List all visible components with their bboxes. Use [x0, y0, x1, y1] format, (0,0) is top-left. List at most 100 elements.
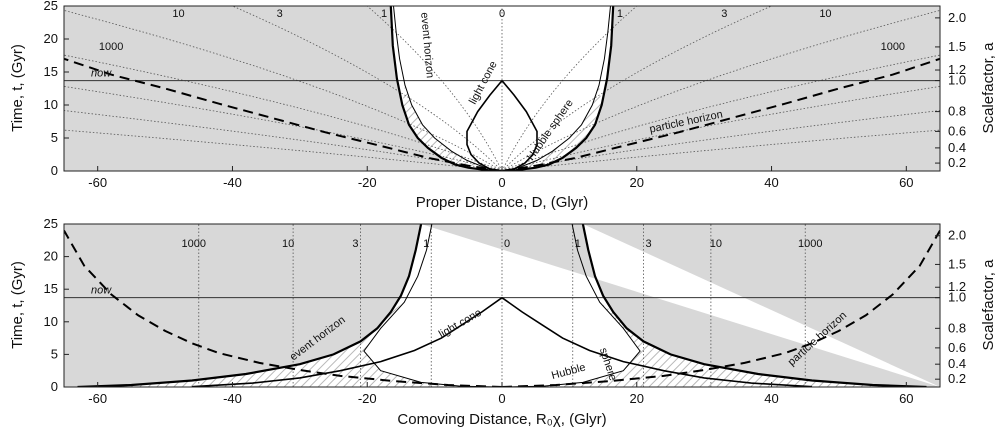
y2-tick-label: 1.0 [948, 73, 966, 88]
event-horizon-interior [390, 6, 614, 171]
plot-area [64, 224, 940, 387]
y2-tick-label: 2.0 [948, 228, 966, 243]
x-tick-label: 0 [498, 391, 505, 406]
y2-tick-label: 0.8 [948, 104, 966, 119]
y-tick-label: 5 [51, 346, 58, 361]
worldline-label: 3 [721, 8, 727, 20]
x-axis-title-proper: Proper Distance, D, (Glyr) [416, 194, 589, 211]
worldline-label: 3 [645, 238, 651, 250]
x-tick-label: 60 [899, 175, 913, 190]
y2-tick-label: 0.6 [948, 123, 966, 138]
y2-tick-label: 0.6 [948, 340, 966, 355]
y2-tick-label: 0.2 [948, 371, 966, 386]
worldline-label: 0 [499, 8, 505, 20]
x-tick-label: -60 [88, 391, 107, 406]
particle-horizon-curve [64, 230, 503, 387]
x-tick-label: 40 [764, 175, 778, 190]
worldline-label: 10 [172, 8, 184, 20]
y2-tick-label: 0.4 [948, 140, 966, 155]
event-horizon-curve [389, 6, 503, 171]
worldline [64, 10, 503, 171]
worldline-label: 1000 [182, 238, 206, 250]
event-horizon-curve [581, 224, 927, 387]
y-tick-label: 5 [51, 130, 58, 145]
now-label: now [91, 285, 112, 297]
y-axis-title-top: Time, t, (Gyr) [9, 44, 26, 132]
y-axis-title-bottom: Time, t, (Gyr) [9, 261, 26, 349]
worldline [366, 6, 503, 171]
x-tick-label: 60 [899, 391, 913, 406]
plot-area [64, 6, 940, 171]
y-tick-label: 0 [51, 163, 58, 178]
worldline-label: 1000 [99, 41, 123, 53]
light-cone-curve [466, 80, 503, 171]
light-cone-curve [501, 297, 813, 387]
x-tick-label: -40 [223, 175, 242, 190]
worldline-label: 3 [277, 8, 283, 20]
event-horizon-curve [501, 6, 615, 171]
y-tick-label: 20 [44, 31, 58, 46]
event-horizon-label: event horizon [418, 12, 436, 79]
worldline-label: 3 [352, 238, 358, 250]
hatched-region-left [77, 302, 502, 387]
worldline-label: 10 [282, 238, 294, 250]
x-tick-label: -20 [358, 391, 377, 406]
particle-horizon-curve [501, 230, 940, 387]
x-tick-label: 40 [764, 391, 778, 406]
y-tick-label: 15 [44, 281, 58, 296]
y2-axis-title-top: Scalefactor, a [980, 42, 997, 134]
worldline [64, 54, 503, 171]
y2-tick-label: 0.8 [948, 320, 966, 335]
y2-tick-label: 1.0 [948, 290, 966, 305]
y2-tick-label: 0.4 [948, 356, 966, 371]
y-tick-label: 10 [44, 97, 58, 112]
y2-tick-label: 0.2 [948, 155, 966, 170]
x-tick-label: 20 [630, 175, 644, 190]
Hubble-sphere-curve [501, 6, 611, 171]
worldline [501, 54, 940, 171]
worldline-label: 1 [381, 8, 387, 20]
x-tick-label: 0 [498, 175, 505, 190]
worldline-label: 1 [423, 238, 429, 250]
y-tick-label: 0 [51, 379, 58, 394]
x-tick-label: -20 [358, 175, 377, 190]
x-axis-title-comoving: Comoving Distance, R₀χ, (Glyr) [397, 411, 606, 428]
worldline [501, 6, 638, 171]
particle-horizon-curve [64, 57, 503, 171]
y2-tick-label: 2.0 [948, 10, 966, 25]
hatched-region-right [502, 302, 927, 387]
x-tick-label: -40 [223, 391, 242, 406]
worldline-label: 10 [819, 8, 831, 20]
worldline-label: 0 [504, 238, 510, 250]
event-horizon-interior [77, 224, 940, 387]
Hubble-sphere-curve [393, 6, 503, 171]
panel-proper-distance: -60 -40 -20 0 20 40 6005101520250.20.40.60.81.… [44, 0, 967, 190]
worldline-label: 1000 [798, 238, 822, 250]
y-tick-label: 25 [44, 0, 58, 13]
worldline-label: 10 [710, 238, 722, 250]
worldline-label: 1000 [881, 41, 905, 53]
hatched-region-right [502, 85, 602, 171]
x-tick-label: 20 [630, 391, 644, 406]
y-tick-label: 25 [44, 216, 58, 231]
x-tick-label: -60 [88, 175, 107, 190]
worldline-label: 1 [575, 238, 581, 250]
light-cone-curve [191, 297, 503, 387]
particle-horizon-curve [501, 57, 940, 171]
now-label: now [91, 68, 112, 80]
y2-tick-label: 1.2 [948, 62, 966, 77]
light-cone-curve [501, 80, 538, 171]
y-tick-label: 10 [44, 314, 58, 329]
event-horizon-curve [77, 224, 423, 387]
worldline-label: 1 [617, 8, 623, 20]
panel-comoving-distance: -60 -40 -20 0 20 40 6005101520250.20.40.60.81.… [44, 216, 967, 406]
y2-tick-label: 1.2 [948, 279, 966, 294]
y2-tick-label: 1.5 [948, 256, 966, 271]
worldline [501, 10, 940, 171]
y2-axis-title-bottom: Scalefactor, a [980, 259, 997, 351]
Hubble-sphere-curve [363, 224, 503, 387]
Hubble-sphere-curve [501, 224, 641, 387]
y-tick-label: 15 [44, 64, 58, 79]
y-tick-label: 20 [44, 249, 58, 264]
